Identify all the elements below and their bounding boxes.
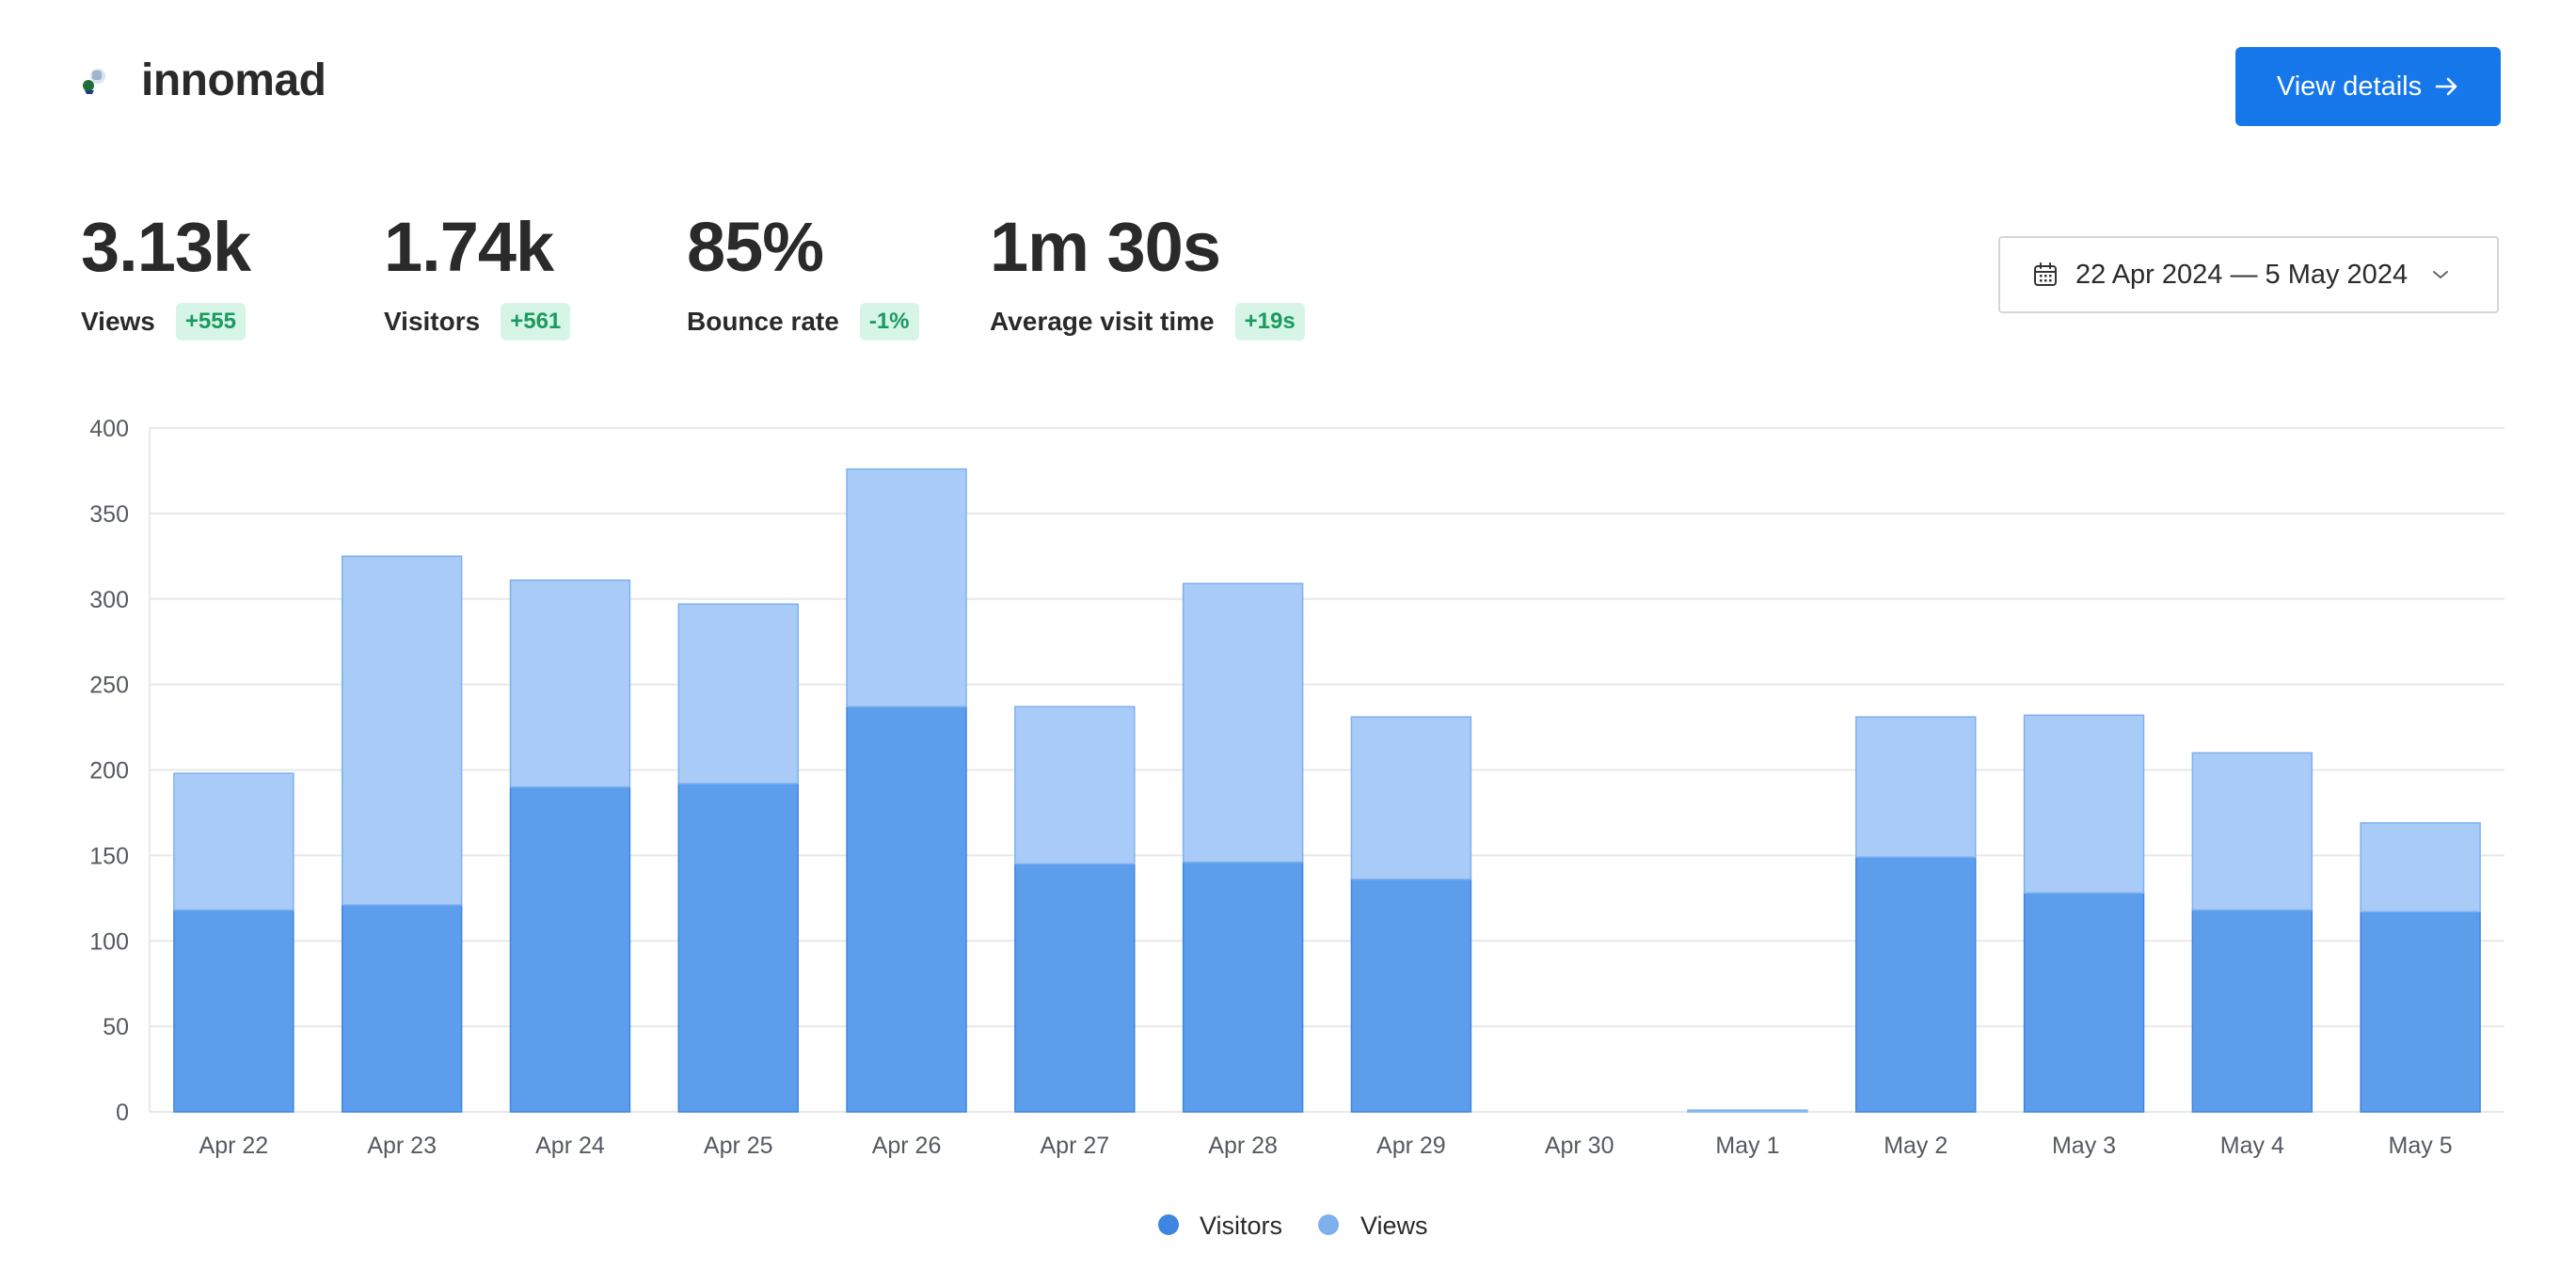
bar-views (2023, 714, 2145, 895)
x-tick-label: Apr 26 (872, 1133, 942, 1159)
stat-label: Views (81, 307, 155, 336)
bar-visitors (173, 909, 294, 1113)
arrow-right-icon (2435, 76, 2459, 97)
bar-views (1350, 716, 1472, 880)
x-tick-label: May 1 (1715, 1133, 1779, 1159)
bar-visitors (1350, 879, 1472, 1113)
legend-marker-visitors (1158, 1214, 1179, 1235)
brand-name: innomad (141, 55, 326, 105)
bar-views (1855, 716, 1977, 858)
bar-visitors (2191, 909, 2314, 1113)
bar-visitors (2360, 911, 2481, 1113)
y-tick-label: 400 (89, 416, 129, 442)
traffic-chart: 0 50 100 150 200 250 300 350 400 Apr 22 Apr 23 Apr … (89, 416, 2504, 1240)
legend-marker-views (1318, 1214, 1339, 1235)
stat-bounce-rate: 85% Bounce rate -1% (687, 205, 919, 341)
legend-label-visitors: Visitors (1200, 1212, 1282, 1240)
x-tick-label: Apr 25 (704, 1133, 773, 1159)
stat-label: Average visit time (990, 307, 1215, 336)
view-details-label: View details (2276, 71, 2423, 102)
y-tick-label: 350 (89, 501, 129, 528)
brand: innomad (79, 55, 326, 106)
bar-views (1014, 705, 1136, 865)
y-tick-label: 150 (89, 843, 129, 869)
view-details-button[interactable]: View details (2235, 47, 2501, 126)
brand-logo-icon (83, 68, 105, 94)
bar-views (677, 603, 799, 785)
y-tick-label: 0 (116, 1100, 129, 1126)
x-tick-label: May 2 (1884, 1133, 1948, 1159)
x-tick-label: Apr 24 (535, 1133, 605, 1159)
date-range-picker[interactable]: 22 Apr 2024 — 5 May 2024 (1998, 236, 2499, 313)
bar-views (1182, 582, 1304, 864)
y-tick-label: 100 (89, 928, 129, 955)
legend-label-views: Views (1360, 1212, 1428, 1240)
bar-views (509, 579, 631, 788)
date-range-label: 22 Apr 2024 — 5 May 2024 (2075, 259, 2409, 290)
bar-views (846, 468, 967, 708)
bar-visitors (2023, 892, 2145, 1113)
y-tick-label: 200 (89, 758, 129, 785)
stat-views: 3.13k Views +555 (81, 205, 251, 341)
x-tick-label: May 5 (2389, 1133, 2453, 1159)
x-tick-label: Apr 29 (1376, 1133, 1446, 1159)
bar-views (2360, 822, 2481, 913)
y-tick-label: 300 (89, 587, 129, 613)
calendar-icon (2032, 262, 2059, 288)
x-tick-label: May 3 (2052, 1133, 2116, 1159)
stat-value: 1m 30s (990, 208, 1221, 286)
x-tick-label: Apr 30 (1545, 1133, 1614, 1159)
bar-views (2191, 752, 2314, 911)
stat-visitors: 1.74k Visitors +561 (384, 205, 571, 341)
bar-visitors (1014, 863, 1136, 1113)
header: innomad View details (0, 0, 2576, 179)
bar-views (173, 772, 294, 911)
bar-visitors (1855, 856, 1977, 1113)
stat-value: 85% (687, 208, 824, 286)
bar-visitors (509, 785, 631, 1113)
x-tick-label: Apr 28 (1208, 1133, 1278, 1159)
delta-badge: -1% (859, 303, 919, 341)
chevron-down-icon (2430, 268, 2451, 281)
bar-visitors (341, 904, 463, 1113)
bar-views (1687, 1109, 1808, 1113)
stat-value: 3.13k (81, 208, 251, 286)
delta-badge: +561 (501, 303, 571, 341)
bar-visitors (1182, 861, 1304, 1113)
stat-average-visit-time: 1m 30s Average visit time +19s (990, 205, 1305, 341)
x-tick-label: Apr 27 (1040, 1133, 1109, 1159)
y-tick-label: 250 (89, 673, 129, 699)
delta-badge: +19s (1234, 303, 1305, 341)
x-tick-label: Apr 22 (199, 1133, 269, 1159)
stat-label: Visitors (384, 307, 481, 336)
x-tick-label: Apr 23 (367, 1133, 437, 1159)
delta-badge: +555 (175, 303, 246, 341)
bar-visitors (677, 783, 799, 1113)
stat-value: 1.74k (384, 208, 554, 286)
x-tick-label: May 4 (2220, 1133, 2284, 1159)
bar-views (341, 555, 463, 906)
bar-visitors (846, 705, 967, 1113)
y-tick-label: 50 (103, 1014, 129, 1040)
stat-label: Bounce rate (687, 307, 839, 336)
